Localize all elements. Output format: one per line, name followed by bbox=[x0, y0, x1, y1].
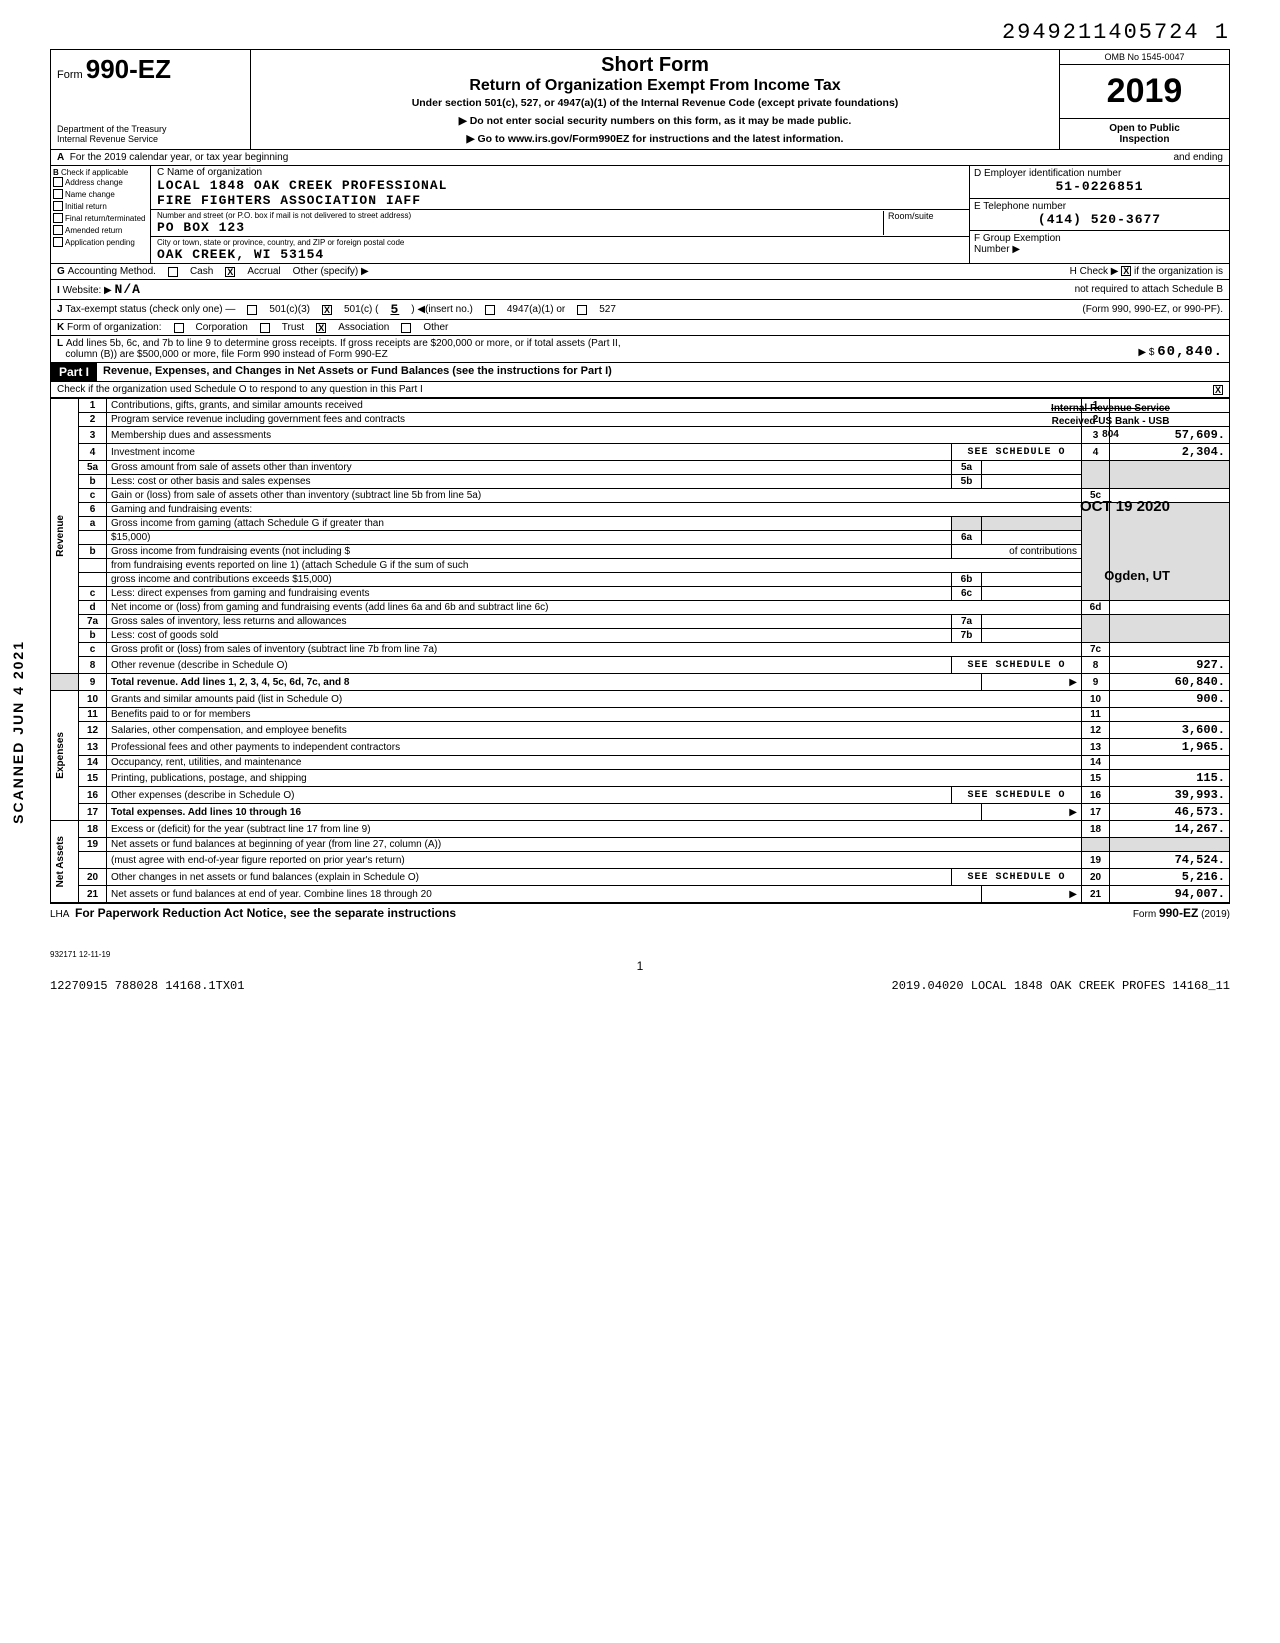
line-19-amt: 74,524. bbox=[1110, 852, 1230, 869]
d-label: D Employer identification number bbox=[974, 168, 1225, 179]
net-assets-side-label: Net Assets bbox=[55, 836, 66, 887]
c-label: C Name of organization bbox=[157, 167, 963, 178]
section-b: B Check if applicable Address change Nam… bbox=[50, 166, 1230, 264]
street: PO BOX 123 bbox=[157, 220, 883, 235]
chk-accrual[interactable]: X bbox=[225, 267, 235, 277]
row-i: I Website: ▶ N/A not required to attach … bbox=[50, 280, 1230, 300]
document-number: 2949211405724 1 bbox=[50, 20, 1230, 45]
street-label: Number and street (or P.O. box if mail i… bbox=[157, 211, 883, 220]
scanned-stamp: SCANNED JUN 4 2021 bbox=[10, 640, 26, 824]
row-k: K Form of organization: Corporation Trus… bbox=[50, 320, 1230, 336]
line-4-amt: 2,304. bbox=[1110, 444, 1230, 461]
row-a: A For the 2019 calendar year, or tax yea… bbox=[50, 150, 1230, 166]
open-public: Open to Public bbox=[1064, 123, 1225, 134]
org-name-2: FIRE FIGHTERS ASSOCIATION IAFF bbox=[157, 193, 963, 208]
f-label: F Group Exemption bbox=[974, 233, 1225, 244]
goto-link: ▶ Go to www.irs.gov/Form990EZ for instru… bbox=[259, 133, 1051, 145]
row-g: G Accounting Method. Cash XAccrual Other… bbox=[50, 264, 1230, 280]
chk-amended[interactable] bbox=[53, 225, 63, 235]
date-stamp: OCT 19 2020 bbox=[1080, 498, 1170, 515]
chk-initial-return[interactable] bbox=[53, 201, 63, 211]
b-label: B bbox=[53, 168, 59, 177]
gross-receipts: 60,840. bbox=[1157, 344, 1223, 360]
line-9-amt: 60,840. bbox=[1110, 674, 1230, 691]
chk-corp[interactable] bbox=[174, 323, 184, 333]
bottom-line: 12270915 788028 14168.1TX01 2019.04020 L… bbox=[50, 979, 1230, 993]
expenses-side-label: Expenses bbox=[55, 732, 66, 779]
revenue-side-label: Revenue bbox=[55, 515, 66, 557]
chk-assoc[interactable]: X bbox=[316, 323, 326, 333]
line-13-amt: 1,965. bbox=[1110, 739, 1230, 756]
footer: LHA For Paperwork Reduction Act Notice, … bbox=[50, 903, 1230, 920]
e-label: E Telephone number bbox=[974, 201, 1225, 212]
form-label: Form 990-EZ bbox=[57, 54, 244, 85]
return-title: Return of Organization Exempt From Incom… bbox=[259, 77, 1051, 95]
chk-501c3[interactable] bbox=[247, 305, 257, 315]
check-schedule-o: Check if the organization used Schedule … bbox=[50, 382, 1230, 398]
page-number: 1 bbox=[50, 959, 1230, 973]
chk-527[interactable] bbox=[577, 305, 587, 315]
form-code: 932171 12-11-19 bbox=[50, 950, 1230, 959]
irs-received-stamp: Internal Revenue Service Received US Ban… bbox=[1051, 402, 1170, 441]
chk-address-change[interactable] bbox=[53, 177, 63, 187]
chk-cash[interactable] bbox=[168, 267, 178, 277]
line-8-amt: 927. bbox=[1110, 657, 1230, 674]
part-1-label: Part I bbox=[51, 363, 97, 381]
f-label2: Number ▶ bbox=[974, 244, 1225, 255]
chk-app-pending[interactable] bbox=[53, 237, 63, 247]
under-section: Under section 501(c), 527, or 4947(a)(1)… bbox=[259, 97, 1051, 109]
row-j: J Tax-exempt status (check only one) — 5… bbox=[50, 300, 1230, 320]
line-20-amt: 5,216. bbox=[1110, 869, 1230, 886]
row-l: L Add lines 5b, 6c, and 7b to line 9 to … bbox=[50, 336, 1230, 363]
phone: (414) 520-3677 bbox=[974, 212, 1225, 227]
line-15-amt: 115. bbox=[1110, 770, 1230, 787]
line-12-amt: 3,600. bbox=[1110, 722, 1230, 739]
org-name-1: LOCAL 1848 OAK CREEK PROFESSIONAL bbox=[157, 178, 963, 193]
tax-year: 2019 bbox=[1060, 65, 1229, 119]
chk-schedule-o[interactable]: X bbox=[1213, 385, 1223, 395]
chk-h[interactable]: X bbox=[1121, 266, 1131, 276]
line-17-amt: 46,573. bbox=[1110, 804, 1230, 821]
chk-other-org[interactable] bbox=[401, 323, 411, 333]
form-header: Form 990-EZ Department of the Treasury I… bbox=[50, 49, 1230, 150]
inspection: Inspection bbox=[1064, 134, 1225, 145]
line-10-amt: 900. bbox=[1110, 691, 1230, 708]
short-form-title: Short Form bbox=[259, 54, 1051, 77]
chk-name-change[interactable] bbox=[53, 189, 63, 199]
city-state-zip: OAK CREEK, WI 53154 bbox=[157, 247, 963, 262]
ogden-stamp: Ogden, UT bbox=[1104, 568, 1170, 583]
line-18-amt: 14,267. bbox=[1110, 821, 1230, 838]
dept-irs: Internal Revenue Service bbox=[57, 135, 244, 145]
chk-501c[interactable]: X bbox=[322, 305, 332, 315]
line-16-amt: 39,993. bbox=[1110, 787, 1230, 804]
city-label: City or town, state or province, country… bbox=[157, 238, 963, 247]
ein: 51-0226851 bbox=[974, 179, 1225, 194]
part-1-table: Revenue 1Contributions, gifts, grants, a… bbox=[50, 398, 1230, 903]
ssn-warning: ▶ Do not enter social security numbers o… bbox=[259, 115, 1051, 127]
omb-number: OMB No 1545-0047 bbox=[1060, 50, 1229, 65]
part-1-title: Revenue, Expenses, and Changes in Net As… bbox=[97, 363, 1229, 381]
line-21-amt: 94,007. bbox=[1110, 886, 1230, 903]
chk-final-return[interactable] bbox=[53, 213, 63, 223]
chk-4947[interactable] bbox=[485, 305, 495, 315]
chk-trust[interactable] bbox=[260, 323, 270, 333]
part-1-header: Part I Revenue, Expenses, and Changes in… bbox=[50, 363, 1230, 382]
room-suite-label: Room/suite bbox=[883, 211, 963, 235]
